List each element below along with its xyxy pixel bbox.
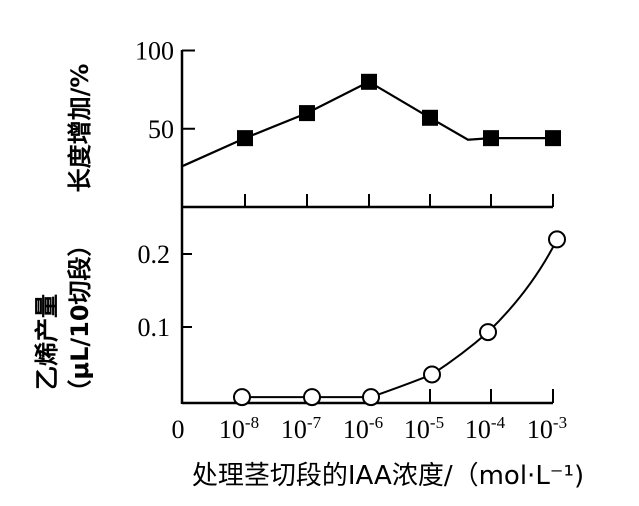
top-series-line [181,80,553,168]
bottom-data-point [303,388,321,407]
top-data-point [299,105,315,122]
bottom-data-point [479,323,497,342]
bottom-y-axis-label-line2: （μL/10切段） [66,232,94,403]
top-data-point [545,130,561,147]
bottom-data-point [548,230,566,249]
marks [181,73,566,407]
bottom-data-point [362,388,380,407]
x-tick-label: 0 [172,415,185,444]
x-tick-label: 10-4 [465,413,506,444]
bottom-y-axis-label-line1: 乙烯产量 [33,294,61,390]
top-data-point [237,130,253,147]
top-data-point [483,130,499,147]
top-y-axis-label: 长度增加/% [66,64,94,193]
top-y-tick-label: 100 [135,37,174,66]
labels: 50 100 0.1 0.2 0 10-8 10-7 10-6 10-5 10-4 10-3 长度增加… [33,37,584,492]
bottom-y-tick-label: 0.1 [138,313,171,342]
x-tick-label: 10-6 [343,413,383,444]
bottom-series-line [242,238,558,399]
top-y-tick-label: 50 [148,115,174,144]
axes [180,49,554,405]
bottom-data-point [233,388,251,407]
x-axis-label: 处理茎切段的IAA浓度/（mol·L⁻¹) [192,461,584,491]
bottom-y-tick-label: 0.2 [138,240,171,269]
top-data-point [422,109,438,126]
x-tick-label: 10-3 [527,413,567,444]
top-data-point [361,73,377,90]
x-tick-label: 10-7 [281,413,322,444]
x-tick-label: 10-5 [404,413,444,444]
bottom-data-point [423,365,441,384]
x-tick-label: 10-8 [219,413,259,444]
